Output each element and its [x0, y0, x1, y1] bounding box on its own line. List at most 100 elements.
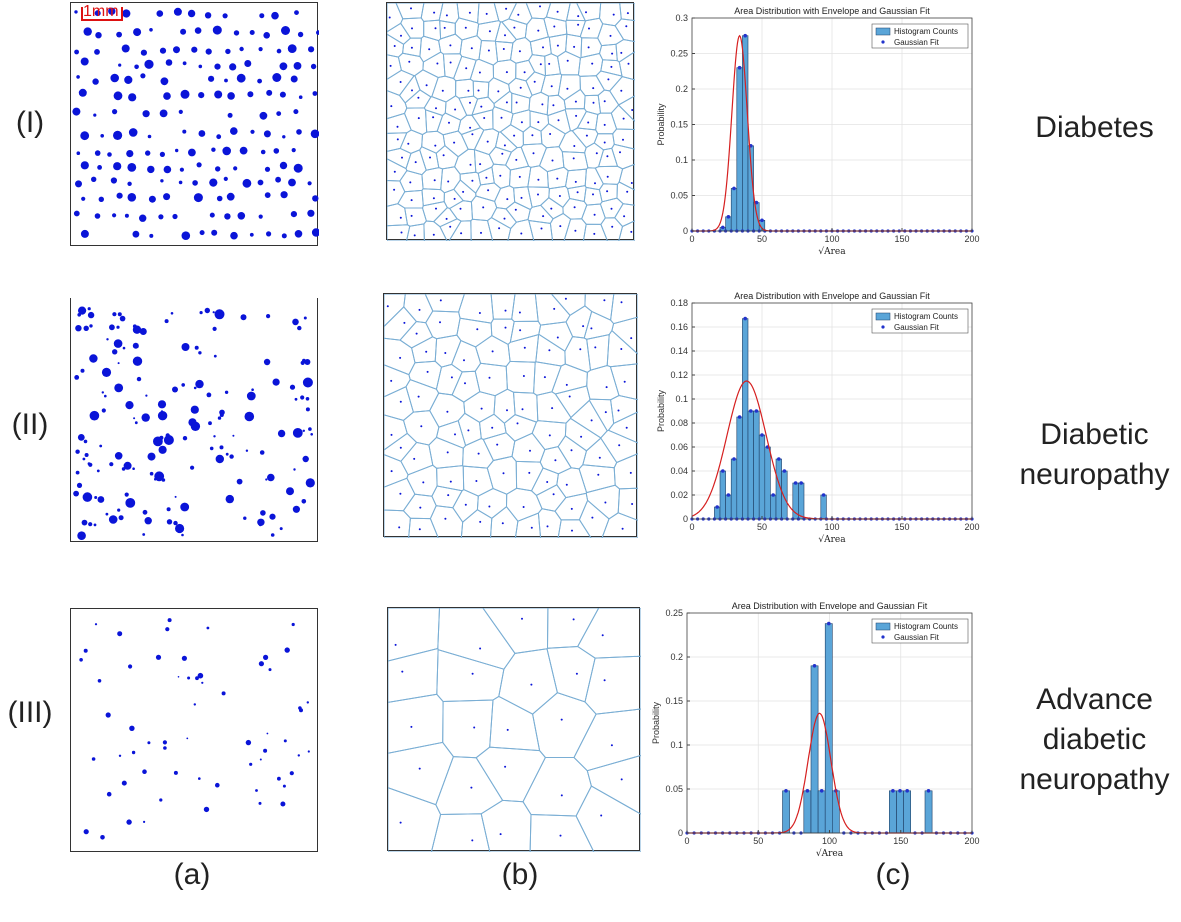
- y-tick-label: 0: [683, 514, 688, 524]
- voronoi-site: [592, 87, 595, 90]
- histogram-chart-3: 0 50 100 150 200 0 0.05 0.1 0.15 0.2 0.25 Area Dist…: [645, 599, 980, 861]
- condition-line: Advance: [1036, 683, 1153, 716]
- voronoi-site: [469, 126, 472, 129]
- envelope-point: [721, 469, 725, 473]
- dot-mark: [296, 129, 302, 135]
- voronoi-cell: [558, 130, 587, 154]
- voronoi-site: [519, 86, 522, 89]
- envelope-point: [737, 415, 742, 419]
- x-tick-label: 50: [757, 234, 767, 244]
- dot-mark: [297, 325, 302, 331]
- voronoi-site: [601, 634, 604, 637]
- y-axis-label: Probability: [651, 701, 661, 744]
- dot-mark: [175, 523, 185, 534]
- histogram-bar: [810, 665, 819, 834]
- voronoi-site: [623, 215, 626, 218]
- envelope-point: [821, 493, 826, 497]
- dot-mark: [178, 180, 183, 185]
- envelope-point: [754, 200, 759, 205]
- voronoi-site: [537, 29, 540, 32]
- dot-mark: [113, 130, 123, 140]
- voronoi-site: [398, 526, 401, 529]
- dot-mark: [89, 410, 100, 421]
- dot-mark: [193, 703, 196, 706]
- dot-mark: [288, 178, 296, 187]
- voronoi-site: [570, 507, 573, 510]
- voronoi-site: [559, 834, 562, 837]
- dot-mark: [142, 110, 150, 118]
- voronoi-site: [605, 386, 608, 389]
- legend-entry: Histogram Counts: [894, 312, 958, 321]
- voronoi-site: [606, 190, 609, 193]
- voronoi-site: [479, 520, 482, 523]
- y-tick-label: 0.2: [670, 652, 683, 662]
- voronoi-cell: [457, 412, 482, 447]
- voronoi-site: [539, 63, 542, 66]
- dot-mark: [289, 771, 294, 776]
- voronoi-site: [505, 101, 508, 104]
- y-tick-label: 0: [678, 828, 683, 838]
- dot-mark: [302, 455, 309, 463]
- envelope-point: [777, 457, 781, 461]
- voronoi-cell: [478, 39, 499, 66]
- voronoi-cell: [387, 90, 408, 120]
- voronoi-site: [408, 60, 411, 63]
- voronoi-site: [621, 527, 624, 530]
- voronoi-site: [491, 426, 494, 429]
- voronoi-site: [426, 370, 429, 373]
- dot-mark: [97, 165, 102, 170]
- dot-mark: [224, 390, 229, 394]
- dot-mark: [142, 533, 146, 536]
- voronoi-site: [478, 312, 481, 314]
- voronoi-site: [597, 473, 600, 476]
- voronoi-site: [595, 152, 598, 155]
- voronoi-site: [518, 50, 521, 53]
- dot-mark: [74, 10, 78, 14]
- voronoi-cell: [584, 655, 641, 715]
- voronoi-cell: [424, 294, 465, 313]
- dot-mark: [118, 63, 122, 67]
- dot-mark: [182, 129, 187, 134]
- voronoi-cell: [425, 310, 461, 340]
- voronoi-site: [626, 190, 629, 193]
- legend-swatch-point: [881, 635, 885, 639]
- dot-mark: [149, 233, 154, 238]
- voronoi-cell: [384, 337, 416, 376]
- voronoi-site: [553, 307, 556, 310]
- voronoi-site: [506, 198, 509, 201]
- voronoi-cell: [579, 17, 604, 39]
- x-tick-label: 100: [822, 836, 837, 846]
- voronoi-site: [620, 51, 623, 54]
- histogram-bar: [725, 216, 732, 232]
- dot-mark: [132, 324, 137, 329]
- dot-mark: [195, 379, 204, 389]
- dot-mark: [166, 507, 171, 512]
- voronoi-cell: [419, 146, 440, 171]
- voronoi-site: [606, 175, 609, 178]
- voronoi-cell: [406, 464, 438, 497]
- dot-mark: [196, 162, 202, 168]
- dot-mark: [271, 11, 279, 20]
- voronoi-site: [443, 26, 446, 29]
- voronoi-site: [439, 321, 441, 324]
- dot-mark: [82, 492, 93, 502]
- envelope-point: [749, 409, 753, 413]
- dot-mark: [83, 439, 88, 444]
- envelope-point: [726, 493, 731, 497]
- voronoi-site: [487, 49, 490, 52]
- voronoi-site: [626, 12, 629, 15]
- voronoi-cell: [511, 432, 546, 463]
- dot-mark: [304, 359, 311, 365]
- dot-mark: [83, 27, 92, 36]
- voronoi-site: [518, 175, 521, 178]
- x-axis-label: √Area: [818, 534, 846, 545]
- dot-mark: [110, 73, 119, 83]
- dot-mark: [303, 316, 307, 320]
- voronoi-site: [627, 62, 630, 65]
- voronoi-site: [520, 121, 523, 124]
- dot-mark: [255, 789, 258, 792]
- voronoi-site: [485, 12, 488, 15]
- histogram-bar: [730, 188, 738, 232]
- voronoi-site: [393, 170, 396, 173]
- voronoi-site: [518, 311, 521, 314]
